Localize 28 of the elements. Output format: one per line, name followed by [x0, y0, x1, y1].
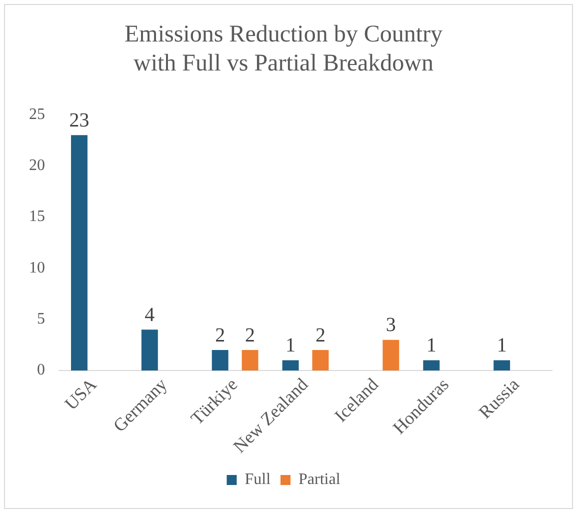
data-label: 1 — [426, 334, 436, 357]
bar — [423, 360, 440, 371]
data-label: 1 — [496, 334, 507, 357]
y-tick-label: 0 — [37, 362, 45, 379]
data-label: 2 — [215, 324, 226, 346]
y-tick-label: 25 — [29, 106, 45, 123]
bar — [382, 340, 400, 371]
bar — [242, 350, 258, 371]
data-label: 23 — [69, 109, 90, 132]
x-tick-label: USA — [60, 374, 100, 414]
data-label: 2 — [245, 324, 256, 346]
legend-label: Full — [244, 471, 272, 488]
data-label: 4 — [144, 304, 155, 326]
data-label: 3 — [386, 314, 396, 336]
data-label: 1 — [286, 334, 296, 357]
y-tick-label: 5 — [37, 310, 45, 328]
y-tick-label: 20 — [29, 156, 45, 174]
y-tick-label: 10 — [29, 259, 45, 276]
bar — [212, 350, 228, 371]
chart-title: Emissions Reduction by Country with Full vs Partial Breakdown — [124, 22, 442, 76]
bar — [71, 135, 88, 371]
y-tick-label: 15 — [29, 208, 45, 226]
legend-label: Partial — [298, 471, 341, 488]
bar — [312, 350, 329, 371]
bar — [141, 330, 158, 371]
bar — [494, 360, 510, 371]
data-label: 2 — [315, 324, 326, 346]
bar — [282, 360, 299, 371]
